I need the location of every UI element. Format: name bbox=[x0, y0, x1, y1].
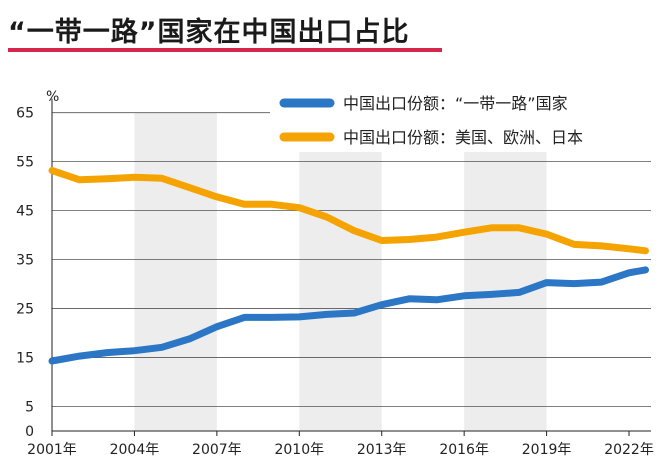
legend-label-1: 中国出口份额：“一带一路”国家 bbox=[343, 94, 568, 113]
shaded-period-3 bbox=[464, 112, 547, 432]
y-tick-label: 65 bbox=[16, 106, 34, 122]
series-line-1 bbox=[48, 266, 649, 365]
y-unit-label: % bbox=[46, 89, 59, 105]
y-tick-label: 35 bbox=[16, 253, 34, 269]
y-tick-label: 45 bbox=[16, 204, 34, 220]
x-tick-label: 2016年 bbox=[439, 442, 489, 458]
x-tick-label: 2007年 bbox=[192, 442, 242, 458]
y-tick-label: 5 bbox=[25, 400, 34, 416]
x-tick-label: 2013年 bbox=[357, 442, 407, 458]
shaded-periods bbox=[134, 112, 547, 432]
series-line-2 bbox=[48, 167, 649, 255]
x-tick-label: 2010年 bbox=[274, 442, 324, 458]
y-tick-label: 25 bbox=[16, 302, 34, 318]
y-tick-label: 55 bbox=[16, 155, 34, 171]
shaded-period-2 bbox=[299, 112, 382, 432]
x-tick-label: 2001年 bbox=[27, 442, 77, 458]
y-tick-label: 15 bbox=[16, 351, 34, 367]
chart-title: “一带一路”国家在中国出口占比 bbox=[8, 17, 410, 48]
x-tick-label: 2019年 bbox=[522, 442, 572, 458]
y-tick-label: 0 bbox=[25, 424, 34, 440]
legend-label-2: 中国出口份额：美国、欧洲、日本 bbox=[343, 128, 583, 147]
legend-box bbox=[270, 80, 660, 152]
title-underline bbox=[8, 48, 442, 52]
shaded-period-1 bbox=[134, 112, 217, 432]
series-lines bbox=[48, 167, 649, 365]
x-tick-label: 2022年 bbox=[604, 442, 654, 458]
axes: 0 5 15 25 35 45 55 65% 2001年 2004年 2007年 2010年 2013年… bbox=[16, 89, 654, 458]
x-tick-label: 2004年 bbox=[110, 442, 160, 458]
